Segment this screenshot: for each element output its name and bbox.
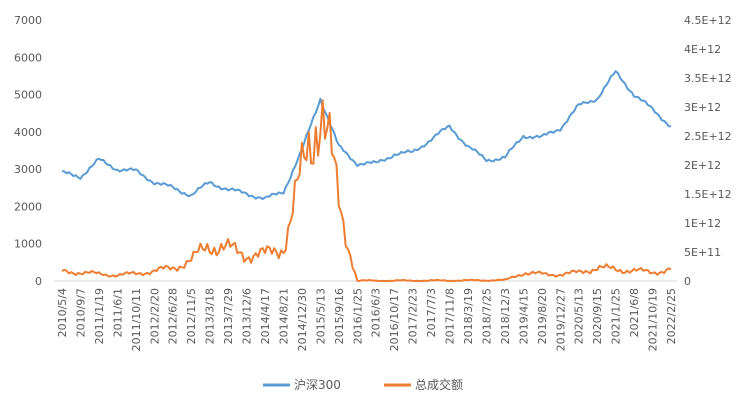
x-tick-label: 2016/10/17 xyxy=(388,288,401,351)
x-tick-label: 2013/7/29 xyxy=(222,288,235,344)
x-tick-label: 2012/2/20 xyxy=(148,288,161,344)
x-tick-label: 2011/6/1 xyxy=(111,288,124,337)
x-tick-label: 2015/5/13 xyxy=(314,288,327,344)
x-tick-label: 2017/7/3 xyxy=(425,288,438,337)
x-tick-label: 2018/12/3 xyxy=(499,288,512,344)
x-tick-label: 2015/9/16 xyxy=(333,288,346,344)
x-tick-label: 2014/4/17 xyxy=(259,288,272,344)
legend-label-volume: 总成交额 xyxy=(415,377,463,392)
y-right-tick-label: 3E+12 xyxy=(684,101,721,114)
y-right-tick-label: 4.5E+12 xyxy=(684,14,732,27)
y-right-tick-label: 1E+12 xyxy=(684,217,721,230)
legend-item-volume: 总成交额 xyxy=(384,377,463,392)
y-right-tick-label: 3.5E+12 xyxy=(684,72,732,85)
y-right-tick-label: 1.5E+12 xyxy=(684,188,732,201)
y-axis-right: 0 5E+11 1E+12 1.5E+12 2E+12 2.5E+12 3E+12 3.5E+… xyxy=(684,14,732,288)
x-tick-label: 2018/7/25 xyxy=(480,288,493,344)
x-tick-label: 2019/8/20 xyxy=(536,288,549,344)
x-tick-label: 2012/6/28 xyxy=(167,288,180,344)
y-left-tick-label: 5000 xyxy=(14,89,42,102)
x-tick-label: 2012/11/5 xyxy=(185,288,198,344)
x-tick-label: 2013/3/18 xyxy=(204,288,217,344)
x-tick-label: 2011/1/19 xyxy=(93,288,106,344)
x-tick-label: 2020/5/13 xyxy=(573,288,586,344)
series-layer xyxy=(61,70,672,282)
x-tick-label: 2018/3/19 xyxy=(462,288,475,344)
series-line-0 xyxy=(61,70,672,201)
y-left-tick-label: 2000 xyxy=(14,200,42,213)
x-tick-label: 2014/12/30 xyxy=(296,288,309,351)
x-tick-label: 2016/6/3 xyxy=(370,288,383,337)
x-tick-label: 2020/9/15 xyxy=(591,288,604,344)
y-left-tick-label: 4000 xyxy=(14,126,42,139)
x-tick-label: 2010/9/7 xyxy=(74,288,87,337)
x-tick-label: 2021/1/25 xyxy=(610,288,623,344)
x-tick-label: 2017/11/8 xyxy=(444,288,457,344)
y-right-tick-label: 5E+11 xyxy=(684,246,721,259)
y-left-tick-label: 7000 xyxy=(14,14,42,27)
y-left-tick-label: 6000 xyxy=(14,51,42,64)
legend-item-hs300: 沪深300 xyxy=(263,378,341,392)
y-right-tick-label: 2.5E+12 xyxy=(684,130,732,143)
y-right-tick-label: 0 xyxy=(684,275,691,288)
x-axis: 2010/5/4 2010/9/7 2011/1/19 2011/6/1 2011/10… xyxy=(54,280,678,351)
y-right-tick-label: 2E+12 xyxy=(684,159,721,172)
y-left-tick-label: 0 xyxy=(35,275,42,288)
legend-label-hs300: 沪深300 xyxy=(294,378,341,392)
x-tick-label: 2010/5/4 xyxy=(56,288,69,337)
y-axis-left: 0 1000 2000 3000 4000 5000 6000 7000 xyxy=(14,14,42,288)
x-tick-label: 2016/1/25 xyxy=(351,288,364,344)
legend: 沪深300 总成交额 xyxy=(263,377,463,392)
x-tick-label: 2014/8/21 xyxy=(277,288,290,344)
x-tick-label: 2019/4/15 xyxy=(517,288,530,344)
y-left-tick-label: 1000 xyxy=(14,238,42,251)
x-tick-label: 2022/2/25 xyxy=(665,288,678,344)
x-tick-label: 2013/12/6 xyxy=(241,288,254,344)
x-tick-label: 2011/10/11 xyxy=(130,288,143,351)
series-line-1 xyxy=(61,99,672,282)
x-tick-label: 2021/10/19 xyxy=(647,288,660,351)
y-right-tick-label: 4E+12 xyxy=(684,43,721,56)
y-left-tick-label: 3000 xyxy=(14,163,42,176)
x-tick-label: 2019/12/27 xyxy=(554,288,567,351)
x-tick-label: 2021/6/8 xyxy=(628,288,641,337)
x-tick-label: 2017/2/23 xyxy=(407,288,420,344)
